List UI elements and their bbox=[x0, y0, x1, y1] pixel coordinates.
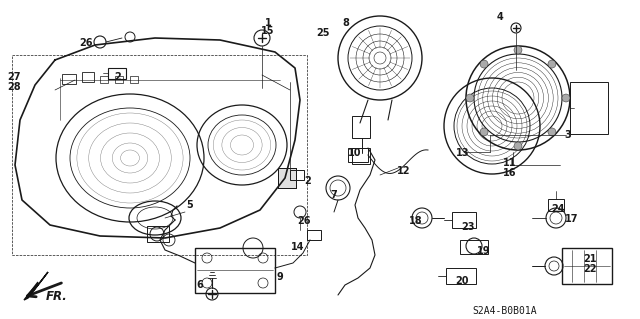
Ellipse shape bbox=[480, 128, 488, 136]
Text: 4: 4 bbox=[497, 12, 504, 22]
Bar bbox=[452, 212, 476, 228]
Text: 10: 10 bbox=[348, 148, 362, 158]
Polygon shape bbox=[24, 272, 48, 300]
Text: 21: 21 bbox=[583, 254, 596, 264]
Bar bbox=[62, 74, 76, 84]
Bar bbox=[352, 148, 370, 164]
Text: 22: 22 bbox=[583, 264, 596, 274]
Bar bbox=[12, 55, 307, 255]
Text: 11: 11 bbox=[503, 158, 516, 168]
Text: 23: 23 bbox=[461, 222, 475, 232]
Text: 6: 6 bbox=[196, 280, 204, 290]
Bar bbox=[130, 76, 138, 83]
Text: 25: 25 bbox=[316, 28, 330, 38]
Ellipse shape bbox=[548, 60, 556, 68]
Text: 27: 27 bbox=[7, 72, 20, 82]
Text: 2: 2 bbox=[115, 72, 122, 82]
Ellipse shape bbox=[562, 94, 570, 102]
Text: 8: 8 bbox=[342, 18, 349, 28]
Text: 24: 24 bbox=[551, 204, 564, 214]
Ellipse shape bbox=[514, 142, 522, 150]
Text: 20: 20 bbox=[455, 276, 468, 286]
Text: 7: 7 bbox=[331, 190, 337, 200]
Text: 14: 14 bbox=[291, 242, 305, 252]
Text: 26: 26 bbox=[297, 216, 311, 226]
Bar bbox=[108, 68, 126, 79]
Bar bbox=[195, 248, 275, 293]
Bar bbox=[278, 168, 296, 188]
Bar bbox=[348, 148, 368, 162]
Text: 18: 18 bbox=[409, 216, 423, 226]
Text: 1: 1 bbox=[264, 18, 271, 28]
Text: 5: 5 bbox=[187, 200, 193, 210]
Text: FR.: FR. bbox=[46, 291, 68, 303]
Text: S2A4-B0B01A: S2A4-B0B01A bbox=[472, 306, 536, 316]
Text: 12: 12 bbox=[397, 166, 411, 176]
Bar bbox=[82, 72, 94, 82]
Text: 9: 9 bbox=[276, 272, 284, 282]
Bar bbox=[147, 226, 169, 242]
Ellipse shape bbox=[480, 60, 488, 68]
Text: 17: 17 bbox=[565, 214, 579, 224]
Text: 28: 28 bbox=[7, 82, 21, 92]
Text: 15: 15 bbox=[261, 26, 275, 36]
Bar bbox=[307, 230, 321, 240]
Ellipse shape bbox=[514, 46, 522, 54]
Bar bbox=[278, 168, 296, 188]
Ellipse shape bbox=[548, 128, 556, 136]
Text: 3: 3 bbox=[564, 130, 572, 140]
Text: 19: 19 bbox=[477, 246, 491, 256]
Bar bbox=[548, 199, 564, 211]
Bar bbox=[290, 170, 304, 180]
Text: 13: 13 bbox=[456, 148, 470, 158]
Bar bbox=[115, 76, 123, 83]
Text: 2: 2 bbox=[305, 176, 312, 186]
Bar bbox=[460, 240, 488, 254]
Text: 16: 16 bbox=[503, 168, 516, 178]
Ellipse shape bbox=[466, 94, 474, 102]
Bar bbox=[100, 76, 108, 83]
Bar bbox=[570, 82, 608, 134]
Bar bbox=[562, 248, 612, 284]
Bar bbox=[352, 116, 370, 138]
Text: 26: 26 bbox=[79, 38, 93, 48]
Bar bbox=[446, 268, 476, 284]
